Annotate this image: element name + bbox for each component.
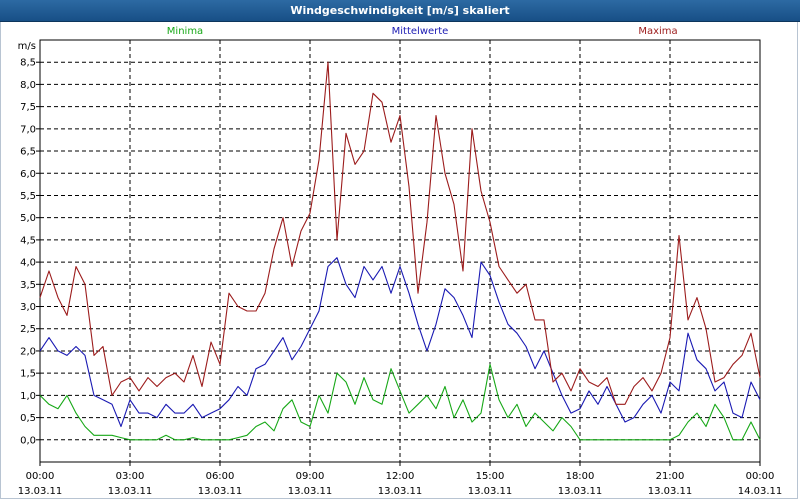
y-tick-label: 5,5 (20, 191, 36, 202)
x-tick-label-time: 00:00 (746, 471, 775, 482)
x-tick-label-time: 06:00 (206, 471, 235, 482)
y-tick-label: 8,0 (20, 80, 36, 91)
y-tick-label: 0,5 (20, 413, 36, 424)
series-line-maxima (39, 61, 761, 405)
x-tick-label-time: 03:00 (116, 471, 145, 482)
x-tick-label-date: 13.03.11 (288, 486, 333, 497)
y-tick-label: 8,5 (20, 58, 36, 69)
y-axis-label: m/s (18, 41, 36, 52)
x-tick-label-time: 09:00 (296, 471, 325, 482)
y-tick-label: 4,5 (20, 235, 36, 246)
legend-maxima: Maxima (638, 26, 677, 37)
series-line-mittelwerte (39, 257, 761, 428)
y-tick-label: 0,0 (20, 435, 36, 446)
x-tick-label-date: 13.03.11 (18, 486, 63, 497)
legend-mittelwerte: Mittelwerte (392, 26, 449, 37)
legend-minima: Minima (167, 26, 203, 37)
x-tick-label-time: 15:00 (476, 471, 505, 482)
chart-frame (0, 22, 798, 499)
x-tick-label-date: 13.03.11 (108, 486, 153, 497)
chart-title-bar: Windgeschwindigkeit [m/s] skaliert (0, 0, 800, 22)
y-tick-label: 2,0 (20, 346, 36, 357)
x-tick-label-date: 13.03.11 (198, 486, 243, 497)
x-tick-label-time: 18:00 (566, 471, 595, 482)
y-tick-label: 1,0 (20, 391, 36, 402)
x-tick-label-date: 14.03.11 (738, 486, 783, 497)
y-tick-label: 3,0 (20, 302, 36, 313)
x-tick-label-date: 13.03.11 (378, 486, 423, 497)
y-tick-label: 3,5 (20, 280, 36, 291)
x-tick-label-date: 13.03.11 (558, 486, 603, 497)
y-tick-label: 5,0 (20, 213, 36, 224)
x-tick-label-time: 12:00 (386, 471, 415, 482)
y-tick-label: 2,5 (20, 324, 36, 335)
y-tick-label: 6,5 (20, 147, 36, 158)
y-tick-label: 6,0 (20, 169, 36, 180)
x-tick-label-date: 13.03.11 (468, 486, 513, 497)
y-tick-label: 7,5 (20, 102, 36, 113)
x-tick-label-time: 21:00 (656, 471, 685, 482)
series-line-minima (39, 363, 761, 441)
y-tick-label: 4,0 (20, 258, 36, 269)
y-tick-label: 1,5 (20, 369, 36, 380)
x-tick-label-time: 00:00 (26, 471, 55, 482)
chart-title: Windgeschwindigkeit [m/s] skaliert (290, 4, 510, 17)
y-tick-label: 7,0 (20, 124, 36, 135)
x-tick-label-date: 13.03.11 (648, 486, 693, 497)
